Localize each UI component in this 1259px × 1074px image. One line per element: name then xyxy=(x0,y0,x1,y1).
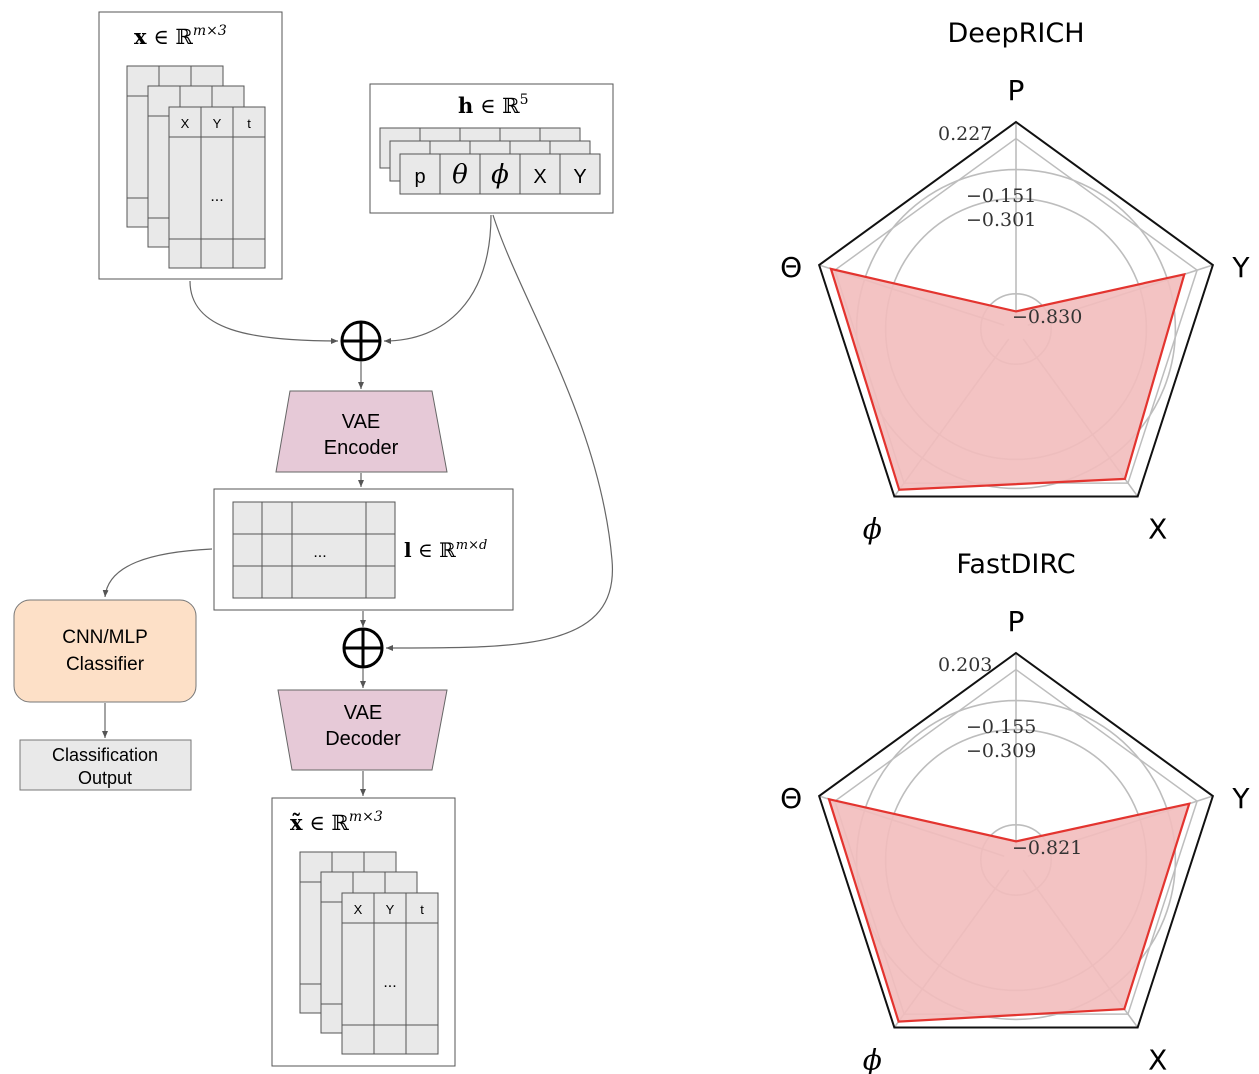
radar-axis-label: P xyxy=(1008,74,1025,107)
table-header-label: X xyxy=(181,116,190,131)
edge-h-to-concat2 xyxy=(385,214,613,652)
radar-title: DeepRICH xyxy=(947,18,1084,49)
h-cell-label: θ xyxy=(452,160,468,190)
vae-encoder-node: VAE Encoder xyxy=(275,390,448,473)
h-cell-label: p xyxy=(414,166,425,188)
classifier-label-line1: CNN/MLP xyxy=(62,627,148,648)
table-header-label: t xyxy=(420,902,424,917)
connectors xyxy=(102,214,613,796)
h-cell xyxy=(439,153,481,195)
h-cell xyxy=(519,153,561,195)
table-header-label: X xyxy=(354,902,363,917)
output-label-line2: Output xyxy=(78,768,132,788)
h-cell xyxy=(559,153,601,195)
radar-title: FastDIRC xyxy=(956,549,1075,580)
h-cell-label: X xyxy=(533,166,546,188)
table-ellipsis: ... xyxy=(383,974,396,991)
radar-axis-label: P xyxy=(1008,605,1025,638)
table-header-label: t xyxy=(247,116,251,131)
h-cell-label: ϕ xyxy=(491,160,509,190)
encoder-label-line1: VAE xyxy=(342,411,381,433)
radar-frame xyxy=(817,651,1215,1029)
decoder-label-line1: VAE xyxy=(344,702,383,724)
x-recon-label: x̃ ∈ ℝm×3 xyxy=(290,809,383,835)
radar-frame xyxy=(817,120,1215,498)
x-input-label: x ∈ ℝm×3 xyxy=(134,23,227,49)
latent-label: l ∈ ℝm×d xyxy=(404,538,487,562)
radar-tick-label: −0.301 xyxy=(966,209,1036,231)
table-sheet-bg xyxy=(341,892,439,1055)
edge-h-to-concat1 xyxy=(383,214,492,344)
radar-axis-label: ϕ xyxy=(863,512,882,545)
latent-box: ... l ∈ ℝm×d xyxy=(213,488,514,611)
radar-axis-label: X xyxy=(1148,512,1167,545)
table-header-label: Y xyxy=(213,116,222,131)
radar-chart-deeprich: DeepRICH P Y Xϕ Θ 0.227 −0.151−0.301 −0.830 xyxy=(780,18,1250,545)
radar-tick-label: 0.203 xyxy=(938,654,992,676)
h-cell xyxy=(399,153,441,195)
encoder-label-line2: Encoder xyxy=(324,437,399,459)
h-input-label: h ∈ ℝ5 xyxy=(458,92,529,118)
classifier-node: CNN/MLP Classifier xyxy=(13,599,197,703)
table-sheet-bg xyxy=(168,106,266,269)
radar-axis-label: Θ xyxy=(780,251,802,284)
radar-tick-label: 0.227 xyxy=(938,123,992,145)
radar-axis-label: Θ xyxy=(780,782,802,815)
concat-1-icon xyxy=(340,320,382,362)
radar-tick-label: −0.151 xyxy=(966,185,1036,207)
h-cell-label: Y xyxy=(573,166,586,188)
latent-grid: ... xyxy=(232,501,396,599)
concat-2-icon xyxy=(342,627,384,669)
table-header-label: Y xyxy=(386,902,395,917)
latent-grid-bg xyxy=(232,501,396,599)
radar-axis-label: X xyxy=(1148,1043,1167,1074)
radar-chart-fastdirc: FastDIRC P Y Xϕ Θ 0.203 −0.155−0.309 −0.821 xyxy=(780,549,1250,1074)
classification-output-node: Classification Output xyxy=(19,739,192,791)
radar-axis-label: ϕ xyxy=(863,1043,882,1074)
edge-x-to-concat1 xyxy=(189,280,339,344)
decoder-label-line2: Decoder xyxy=(325,728,401,750)
radar-tick-label: −0.155 xyxy=(966,716,1036,738)
latent-ellipsis: ... xyxy=(313,544,326,561)
vae-decoder-node: VAE Decoder xyxy=(277,689,448,771)
edge-latent-to-classifier xyxy=(102,548,213,598)
radar-data-area xyxy=(829,267,1186,491)
table-ellipsis: ... xyxy=(210,188,223,205)
radar-tick-label: −0.821 xyxy=(1012,837,1082,859)
radar-tick-label: −0.309 xyxy=(966,740,1036,762)
radar-axis-label: Y xyxy=(1231,782,1250,815)
radar-data-area xyxy=(827,797,1191,1023)
classifier-label-line2: Classifier xyxy=(66,654,145,675)
radar-tick-label: −0.830 xyxy=(1012,306,1082,328)
radar-axis-label: Y xyxy=(1231,251,1250,284)
output-label-line1: Classification xyxy=(52,745,158,765)
